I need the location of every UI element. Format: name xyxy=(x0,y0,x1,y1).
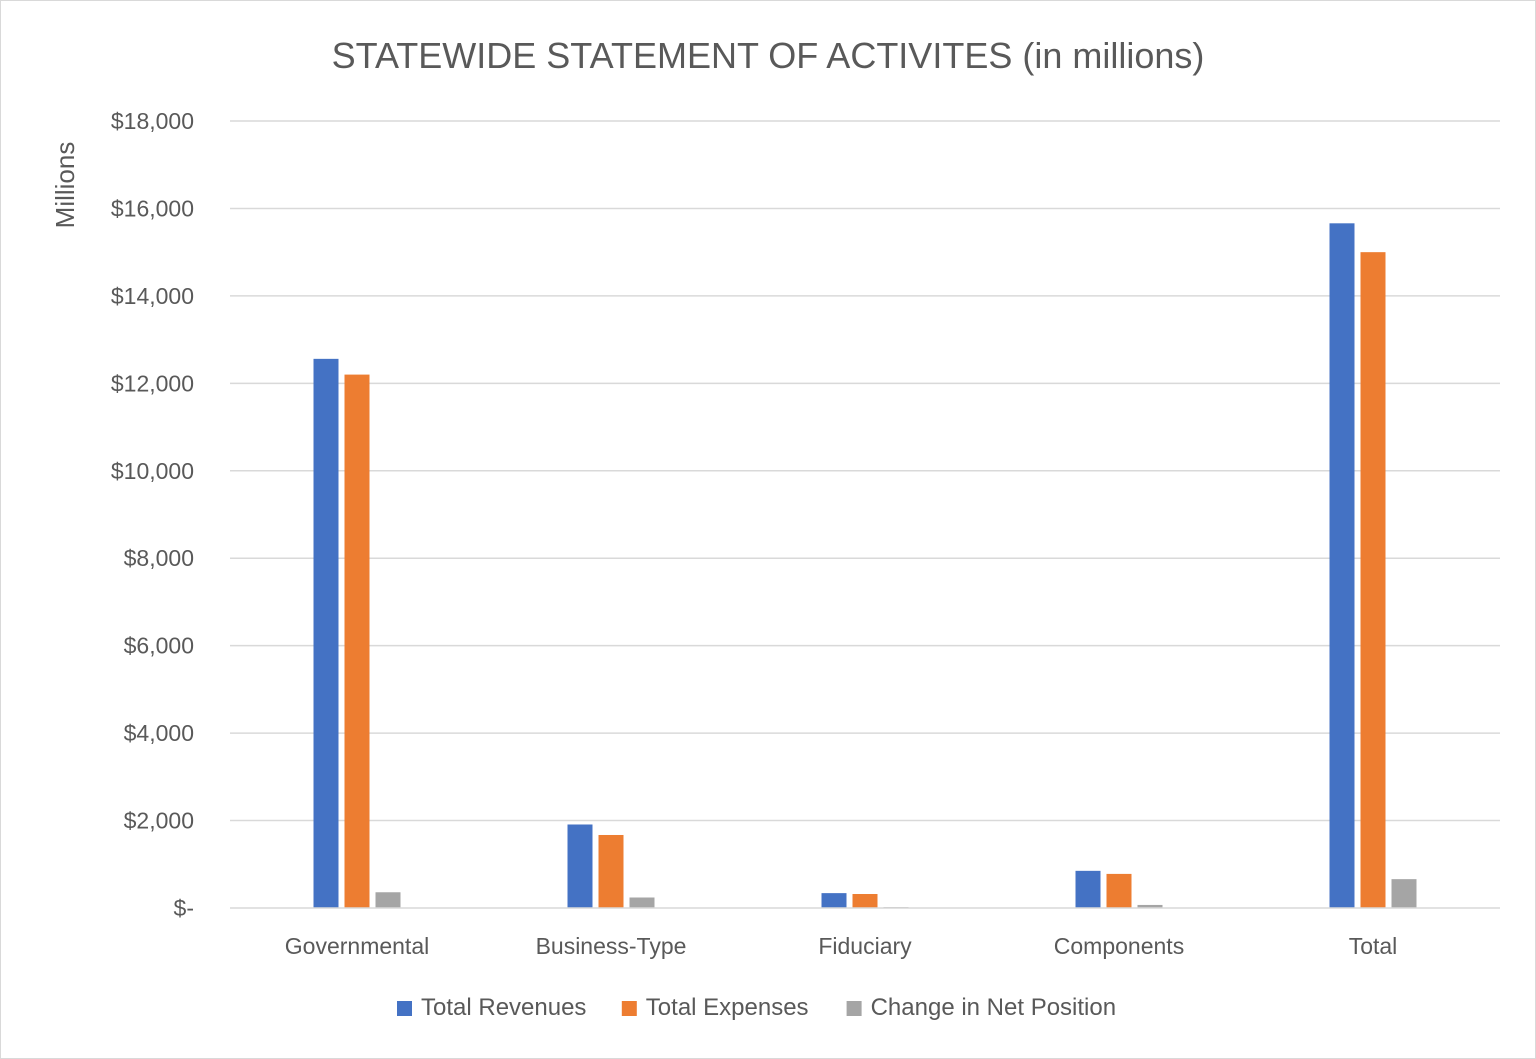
bar-total-expenses-governmental xyxy=(344,374,370,909)
bar-change-in-net-position-total xyxy=(1391,879,1417,908)
chart-title: STATEWIDE STATEMENT OF ACTIVITES (in mil… xyxy=(332,35,1205,76)
gridlines xyxy=(230,120,1500,822)
y-tick-label: $16,000 xyxy=(111,195,194,221)
x-category-label: Fiduciary xyxy=(818,933,912,959)
y-axis-label: Millions xyxy=(50,142,80,229)
x-category-label: Components xyxy=(1054,933,1184,959)
legend-label: Total Expenses xyxy=(646,994,809,1021)
x-axis-categories: Governmental Business-Type Fiduciary Compon… xyxy=(285,933,1398,959)
legend-swatch xyxy=(397,1001,412,1016)
bar-total-revenues-fiduciary xyxy=(821,893,847,908)
y-tick-label: $14,000 xyxy=(111,283,194,309)
bar-total-revenues-business-type xyxy=(567,824,593,908)
bar-total-expenses-components xyxy=(1106,873,1132,908)
y-tick-label: $10,000 xyxy=(111,458,194,484)
bars xyxy=(313,223,1417,909)
y-tick-label: $- xyxy=(174,895,194,921)
y-tick-label: $18,000 xyxy=(111,108,194,134)
bar-change-in-net-position-business-type xyxy=(629,897,655,908)
legend-label: Change in Net Position xyxy=(871,994,1116,1021)
y-tick-label: $6,000 xyxy=(124,633,194,659)
bar-total-revenues-components xyxy=(1075,870,1101,908)
bar-change-in-net-position-components xyxy=(1137,904,1163,908)
bar-total-expenses-total xyxy=(1360,252,1386,908)
x-category-label: Governmental xyxy=(285,933,429,959)
bar-change-in-net-position-governmental xyxy=(375,892,401,908)
legend-swatch xyxy=(846,1001,862,1016)
legend: Total Revenues Total Expenses Change in Ne… xyxy=(397,994,1116,1021)
legend-swatch xyxy=(621,1001,637,1016)
bar-total-expenses-business-type xyxy=(598,834,624,908)
y-tick-label: $8,000 xyxy=(124,545,194,571)
y-tick-label: $2,000 xyxy=(124,808,194,834)
legend-label: Total Revenues xyxy=(421,994,586,1021)
y-tick-label: $4,000 xyxy=(124,720,194,746)
bar-total-revenues-governmental xyxy=(313,358,339,908)
y-axis-ticks: $- $2,000 $4,000 $6,000 $8,000 $10,000 $12,000… xyxy=(111,108,194,921)
y-tick-label: $12,000 xyxy=(111,370,194,396)
x-category-label: Business-Type xyxy=(536,933,687,959)
bar-total-revenues-total xyxy=(1329,223,1355,908)
bar-total-expenses-fiduciary xyxy=(852,894,878,908)
x-category-label: Total xyxy=(1349,933,1398,959)
